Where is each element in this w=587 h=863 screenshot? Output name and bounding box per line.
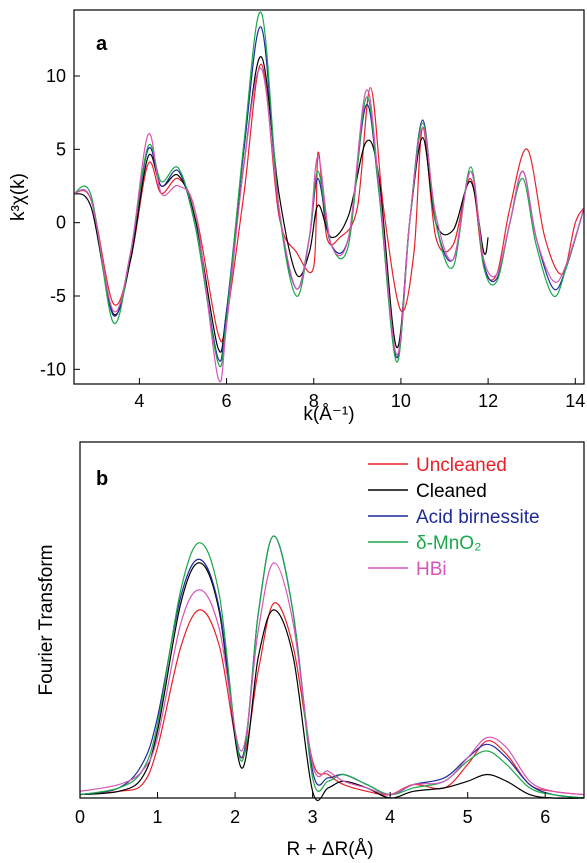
panel-a-y-tick-label: -5 xyxy=(50,286,66,306)
panel-a-y-tick-label: 10 xyxy=(46,66,66,86)
panel-a-y-tick-label: 0 xyxy=(56,213,66,233)
panel-b-series-line-1 xyxy=(79,562,585,801)
panel-b-series-group xyxy=(79,535,585,801)
legend-label-2: Acid birnessite xyxy=(416,507,540,528)
panel-a-series-line-0 xyxy=(73,63,585,343)
panel-a-series-line-4 xyxy=(73,67,585,383)
panel-b-x-ticks: 0 1 2 3 4 5 6 xyxy=(75,792,550,827)
legend-label-1: Cleaned xyxy=(416,481,487,502)
panel-b-x-tick-label: 1 xyxy=(153,807,163,827)
panel-a-series-line-3 xyxy=(73,11,585,368)
panel-a-letter: a xyxy=(96,33,108,55)
panel-a-x-ticks: 4 6 8 10 12 14 xyxy=(134,378,585,411)
panel-a-x-axis-title: k(Å⁻¹) xyxy=(303,404,354,425)
panel-a-y-tick-label: -10 xyxy=(40,359,66,379)
panel-b-series-line-4 xyxy=(79,562,585,796)
panel-b-series-line-0 xyxy=(79,602,585,796)
legend-label-4: HBi xyxy=(416,559,447,580)
panel-b-x-tick-label: 2 xyxy=(230,807,240,827)
panel-a-series-line-1 xyxy=(73,56,489,353)
panel-a-y-axis-title: k³χ(k) xyxy=(8,173,29,221)
panel-b-x-tick-label: 5 xyxy=(463,807,473,827)
panel-b-x-axis-title: R + ΔR(Å) xyxy=(286,839,373,860)
panel-b-letter: b xyxy=(96,468,108,490)
panel-b-plot-frame xyxy=(79,441,585,799)
panel-a-series-line-2 xyxy=(73,26,585,362)
panel-a-x-tick-label: 6 xyxy=(222,391,232,411)
panel-a-plot-frame xyxy=(73,9,585,385)
panel-a-series-group xyxy=(73,11,585,383)
panel-b-legend: Uncleaned Cleaned Acid birnessite δ-MnO₂ HBi xyxy=(368,455,540,580)
panel-b-x-tick-label: 0 xyxy=(75,807,85,827)
panel-b-y-axis-title: Fourier Transform xyxy=(36,545,57,696)
panel-b-x-tick-label: 6 xyxy=(540,807,550,827)
panel-a-y-tick-label: 5 xyxy=(56,139,66,159)
panel-b-chart: 0 1 2 3 4 5 6 b R + ΔR(Å) Fourier Transform Un… xyxy=(36,441,585,860)
panel-a-chart: 4 6 8 10 12 14 -10 -5 0 5 10 a k(Å⁻¹) k³χ(k) xyxy=(8,9,585,425)
panel-a-x-tick-label: 10 xyxy=(391,391,411,411)
panel-b-series-line-2 xyxy=(79,535,585,799)
panel-a-x-tick-label: 14 xyxy=(565,391,585,411)
legend-label-3: δ-MnO₂ xyxy=(416,533,481,554)
panel-b-series-line-3 xyxy=(79,535,585,799)
panel-b-x-tick-label: 3 xyxy=(308,807,318,827)
legend-label-0: Uncleaned xyxy=(416,455,507,476)
panel-a-x-tick-label: 12 xyxy=(478,391,498,411)
panel-a-y-ticks: -10 -5 0 5 10 xyxy=(40,66,80,379)
panel-b-x-tick-label: 4 xyxy=(385,807,395,827)
panel-a-x-tick-label: 4 xyxy=(134,391,144,411)
panel-a-x-tick-label: 8 xyxy=(309,391,319,411)
